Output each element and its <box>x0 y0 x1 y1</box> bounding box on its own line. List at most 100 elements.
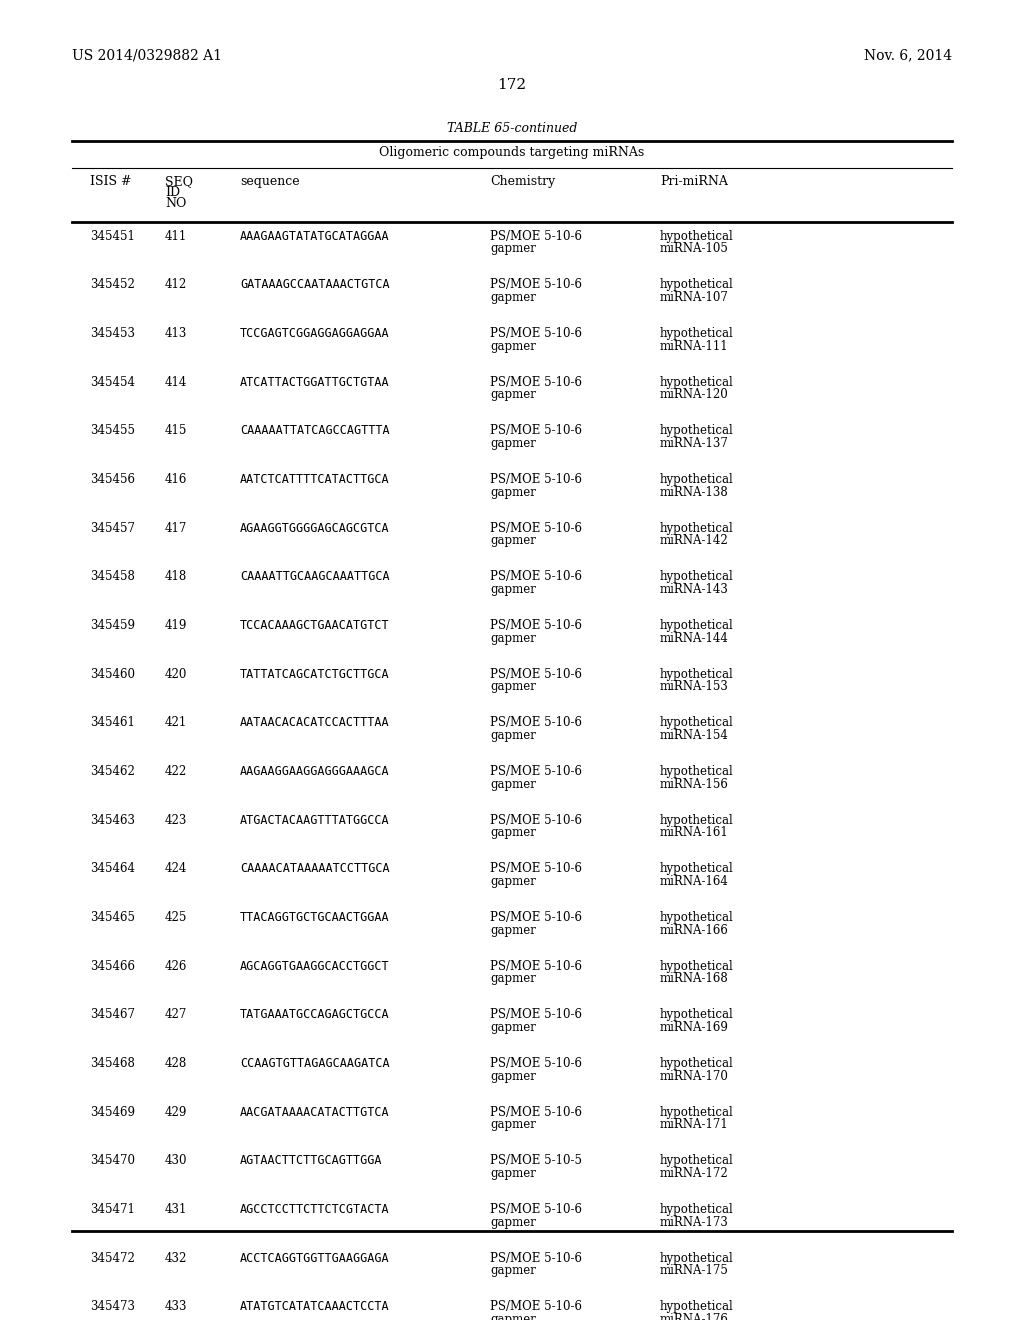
Text: 345467: 345467 <box>90 1008 135 1022</box>
Text: gapmer: gapmer <box>490 680 536 693</box>
Text: CAAAAATTATCAGCCAGTTTA: CAAAAATTATCAGCCAGTTTA <box>240 424 389 437</box>
Text: hypothetical: hypothetical <box>660 376 734 388</box>
Text: PS/MOE 5-10-6: PS/MOE 5-10-6 <box>490 862 582 875</box>
Text: NO: NO <box>165 197 186 210</box>
Text: miRNA-175: miRNA-175 <box>660 1265 729 1278</box>
Text: 345465: 345465 <box>90 911 135 924</box>
Text: 421: 421 <box>165 717 187 730</box>
Text: US 2014/0329882 A1: US 2014/0329882 A1 <box>72 49 222 62</box>
Text: 345455: 345455 <box>90 424 135 437</box>
Text: miRNA-169: miRNA-169 <box>660 1020 729 1034</box>
Text: hypothetical: hypothetical <box>660 619 734 632</box>
Text: miRNA-172: miRNA-172 <box>660 1167 729 1180</box>
Text: miRNA-105: miRNA-105 <box>660 243 729 255</box>
Text: miRNA-168: miRNA-168 <box>660 973 729 985</box>
Text: PS/MOE 5-10-6: PS/MOE 5-10-6 <box>490 376 582 388</box>
Text: 412: 412 <box>165 279 187 292</box>
Text: 431: 431 <box>165 1203 187 1216</box>
Text: hypothetical: hypothetical <box>660 424 734 437</box>
Text: 423: 423 <box>165 813 187 826</box>
Text: hypothetical: hypothetical <box>660 327 734 341</box>
Text: hypothetical: hypothetical <box>660 668 734 681</box>
Text: hypothetical: hypothetical <box>660 1106 734 1118</box>
Text: gapmer: gapmer <box>490 973 536 985</box>
Text: TCCGAGTCGGAGGAGGAGGAA: TCCGAGTCGGAGGAGGAGGAA <box>240 327 389 341</box>
Text: hypothetical: hypothetical <box>660 766 734 777</box>
Text: gapmer: gapmer <box>490 924 536 937</box>
Text: PS/MOE 5-10-5: PS/MOE 5-10-5 <box>490 1154 582 1167</box>
Text: miRNA-164: miRNA-164 <box>660 875 729 888</box>
Text: 345457: 345457 <box>90 521 135 535</box>
Text: miRNA-111: miRNA-111 <box>660 339 729 352</box>
Text: hypothetical: hypothetical <box>660 1057 734 1071</box>
Text: hypothetical: hypothetical <box>660 473 734 486</box>
Text: 345468: 345468 <box>90 1057 135 1071</box>
Text: TATGAAATGCCAGAGCTGCCA: TATGAAATGCCAGAGCTGCCA <box>240 1008 389 1022</box>
Text: miRNA-142: miRNA-142 <box>660 535 729 548</box>
Text: AGCAGGTGAAGGCACCTGGCT: AGCAGGTGAAGGCACCTGGCT <box>240 960 389 973</box>
Text: miRNA-144: miRNA-144 <box>660 632 729 644</box>
Text: 345471: 345471 <box>90 1203 135 1216</box>
Text: 345470: 345470 <box>90 1154 135 1167</box>
Text: 345469: 345469 <box>90 1106 135 1118</box>
Text: PS/MOE 5-10-6: PS/MOE 5-10-6 <box>490 424 582 437</box>
Text: PS/MOE 5-10-6: PS/MOE 5-10-6 <box>490 911 582 924</box>
Text: gapmer: gapmer <box>490 1313 536 1320</box>
Text: 433: 433 <box>165 1300 187 1313</box>
Text: 424: 424 <box>165 862 187 875</box>
Text: gapmer: gapmer <box>490 1216 536 1229</box>
Text: gapmer: gapmer <box>490 875 536 888</box>
Text: miRNA-156: miRNA-156 <box>660 777 729 791</box>
Text: miRNA-173: miRNA-173 <box>660 1216 729 1229</box>
Text: Nov. 6, 2014: Nov. 6, 2014 <box>864 49 952 62</box>
Text: miRNA-171: miRNA-171 <box>660 1118 729 1131</box>
Text: miRNA-153: miRNA-153 <box>660 680 729 693</box>
Text: CAAAATTGCAAGCAAATTGCA: CAAAATTGCAAGCAAATTGCA <box>240 570 389 583</box>
Text: 419: 419 <box>165 619 187 632</box>
Text: PS/MOE 5-10-6: PS/MOE 5-10-6 <box>490 1008 582 1022</box>
Text: gapmer: gapmer <box>490 632 536 644</box>
Text: AGAAGGTGGGGAGCAGCGTCA: AGAAGGTGGGGAGCAGCGTCA <box>240 521 389 535</box>
Text: 413: 413 <box>165 327 187 341</box>
Text: miRNA-138: miRNA-138 <box>660 486 729 499</box>
Text: TTACAGGTGCTGCAACTGGAA: TTACAGGTGCTGCAACTGGAA <box>240 911 389 924</box>
Text: gapmer: gapmer <box>490 729 536 742</box>
Text: 345451: 345451 <box>90 230 135 243</box>
Text: TATTATCAGCATCTGCTTGCA: TATTATCAGCATCTGCTTGCA <box>240 668 389 681</box>
Text: 414: 414 <box>165 376 187 388</box>
Text: 172: 172 <box>498 78 526 92</box>
Text: 345454: 345454 <box>90 376 135 388</box>
Text: gapmer: gapmer <box>490 1069 536 1082</box>
Text: miRNA-120: miRNA-120 <box>660 388 729 401</box>
Text: PS/MOE 5-10-6: PS/MOE 5-10-6 <box>490 960 582 973</box>
Text: AGCCTCCTTCTTCTCGTACTA: AGCCTCCTTCTTCTCGTACTA <box>240 1203 389 1216</box>
Text: miRNA-176: miRNA-176 <box>660 1313 729 1320</box>
Text: 345460: 345460 <box>90 668 135 681</box>
Text: SEQ: SEQ <box>165 176 193 189</box>
Text: PS/MOE 5-10-6: PS/MOE 5-10-6 <box>490 1300 582 1313</box>
Text: gapmer: gapmer <box>490 486 536 499</box>
Text: TCCACAAAGCTGAACATGTCT: TCCACAAAGCTGAACATGTCT <box>240 619 389 632</box>
Text: hypothetical: hypothetical <box>660 279 734 292</box>
Text: miRNA-166: miRNA-166 <box>660 924 729 937</box>
Text: Chemistry: Chemistry <box>490 176 555 189</box>
Text: hypothetical: hypothetical <box>660 230 734 243</box>
Text: 430: 430 <box>165 1154 187 1167</box>
Text: 345452: 345452 <box>90 279 135 292</box>
Text: hypothetical: hypothetical <box>660 862 734 875</box>
Text: hypothetical: hypothetical <box>660 960 734 973</box>
Text: AATAACACACATCCACTTTAA: AATAACACACATCCACTTTAA <box>240 717 389 730</box>
Text: PS/MOE 5-10-6: PS/MOE 5-10-6 <box>490 521 582 535</box>
Text: gapmer: gapmer <box>490 826 536 840</box>
Text: 418: 418 <box>165 570 187 583</box>
Text: 417: 417 <box>165 521 187 535</box>
Text: PS/MOE 5-10-6: PS/MOE 5-10-6 <box>490 766 582 777</box>
Text: 345463: 345463 <box>90 813 135 826</box>
Text: 345453: 345453 <box>90 327 135 341</box>
Text: ATCATTACTGGATTGCTGTAA: ATCATTACTGGATTGCTGTAA <box>240 376 389 388</box>
Text: ATATGTCATATCAAACTCCTA: ATATGTCATATCAAACTCCTA <box>240 1300 389 1313</box>
Text: PS/MOE 5-10-6: PS/MOE 5-10-6 <box>490 230 582 243</box>
Text: 345458: 345458 <box>90 570 135 583</box>
Text: hypothetical: hypothetical <box>660 911 734 924</box>
Text: hypothetical: hypothetical <box>660 1251 734 1265</box>
